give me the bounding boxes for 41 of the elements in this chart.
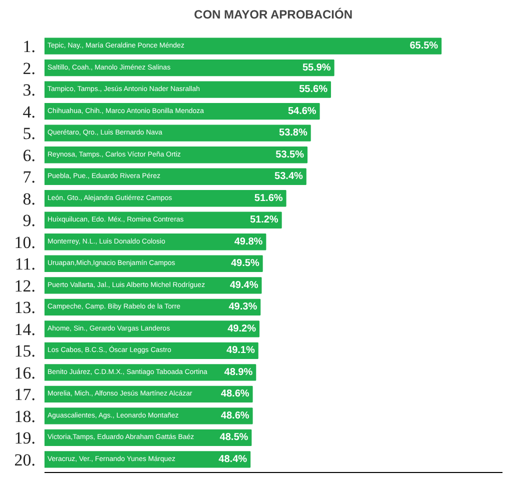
data-label: 48.5%	[220, 432, 248, 444]
text: 5.	[22, 124, 36, 144]
text: 20.	[14, 450, 36, 470]
text: 17.	[14, 385, 36, 404]
data-label: 49.5%	[230, 258, 260, 270]
text: 7.	[22, 168, 36, 187]
data-label: 53.5%	[276, 149, 304, 160]
data-label: 54.6%	[288, 106, 316, 117]
text: 11.	[14, 254, 36, 274]
data-label: 51.2%	[250, 214, 278, 226]
chart-title: CON MAYOR APROBACIÓN	[194, 8, 353, 22]
text: 13.	[14, 298, 36, 318]
data-label: 55.6%	[299, 84, 328, 96]
text: 10.	[14, 232, 36, 252]
data-label: 55.9%	[302, 62, 331, 74]
text: 18.	[14, 406, 36, 426]
data-label: 48.4%	[218, 454, 248, 465]
data-label: 48.6%	[220, 388, 250, 400]
text: 3.	[22, 80, 36, 100]
data-label: 51.6%	[254, 192, 283, 204]
data-label: 49.3%	[228, 302, 258, 313]
text: 6.	[22, 146, 36, 165]
text: 1.	[22, 37, 36, 56]
data-label: 48.6%	[220, 410, 250, 422]
data-label: 49.2%	[228, 323, 256, 334]
text: 15.	[14, 342, 36, 361]
data-label: 65.5%	[410, 40, 438, 52]
data-label: 49.1%	[226, 345, 255, 356]
text: 8.	[22, 189, 36, 208]
text: 4.	[22, 102, 36, 122]
text: 19.	[14, 428, 36, 448]
data-label: 49.4%	[230, 280, 258, 291]
text: 9.	[22, 211, 36, 230]
data-label: 53.8%	[279, 128, 308, 139]
text: 14.	[14, 320, 36, 339]
data-label: 48.9%	[224, 366, 253, 378]
data-label: 53.4%	[274, 171, 304, 182]
data-label: 49.8%	[234, 236, 263, 248]
text: 2.	[22, 58, 36, 78]
text: 12.	[14, 276, 36, 296]
text: 16.	[14, 363, 36, 382]
